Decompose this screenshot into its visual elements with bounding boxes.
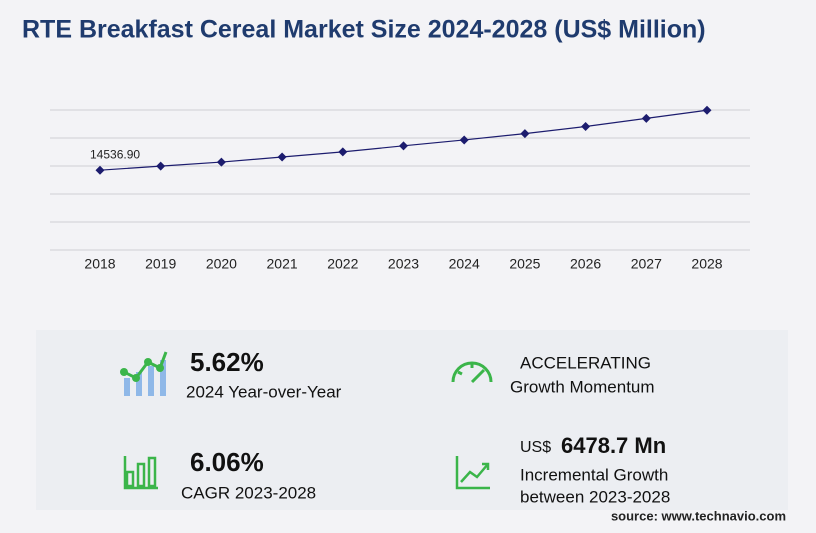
x-tick-label: 2025 [509, 256, 540, 272]
x-tick-label: 2026 [570, 256, 601, 272]
kpi-prefix: US$ [520, 439, 551, 456]
x-tick-label: 2019 [145, 256, 176, 272]
point [216, 157, 226, 167]
point [156, 161, 166, 171]
kpi-value: 6478.7 Mn [561, 433, 666, 458]
point [459, 135, 469, 145]
source: source: www.technavio.com [611, 508, 786, 523]
growth-icon [120, 351, 168, 396]
x-tick-label: 2027 [631, 256, 662, 272]
x-tick-label: 2021 [267, 256, 298, 272]
point [520, 129, 530, 139]
x-tick-label: 2020 [206, 256, 237, 272]
line [99, 109, 708, 171]
trend-icon [455, 456, 490, 490]
kpi-value: 5.62% [190, 347, 264, 377]
kpi-label: Incremental Growth [520, 465, 668, 484]
point [399, 141, 408, 151]
kpi-value: 6.06% [190, 447, 264, 477]
kpi-value: ACCELERATING [520, 353, 651, 372]
point [581, 122, 591, 132]
kpi-label: 2024 Year-over-Year [186, 382, 342, 401]
x-tick-label: 2028 [691, 256, 722, 272]
x-tick-label: 2023 [388, 256, 419, 272]
point [277, 152, 287, 162]
kpi-label: between 2023-2028 [520, 487, 670, 506]
gauge-icon [451, 361, 493, 384]
x-tick-label: 2022 [327, 256, 358, 272]
bars-icon [123, 456, 158, 490]
point [641, 113, 651, 123]
plot: 2018 2019 2020 2021 2022 2023 2024 2025 2026 2027… [50, 105, 750, 272]
chart-title: RTE Breakfast Cereal Market Size 2024-20… [22, 16, 706, 44]
kpi-label: Growth Momentum [510, 377, 655, 396]
kpi-label: CAGR 2023-2028 [181, 483, 316, 502]
x-tick-label: 2024 [449, 256, 480, 272]
point [702, 105, 712, 115]
point [95, 165, 105, 175]
data-label: 14536.90 [90, 147, 140, 161]
point [338, 147, 348, 157]
x-tick-label: 2018 [84, 256, 115, 272]
